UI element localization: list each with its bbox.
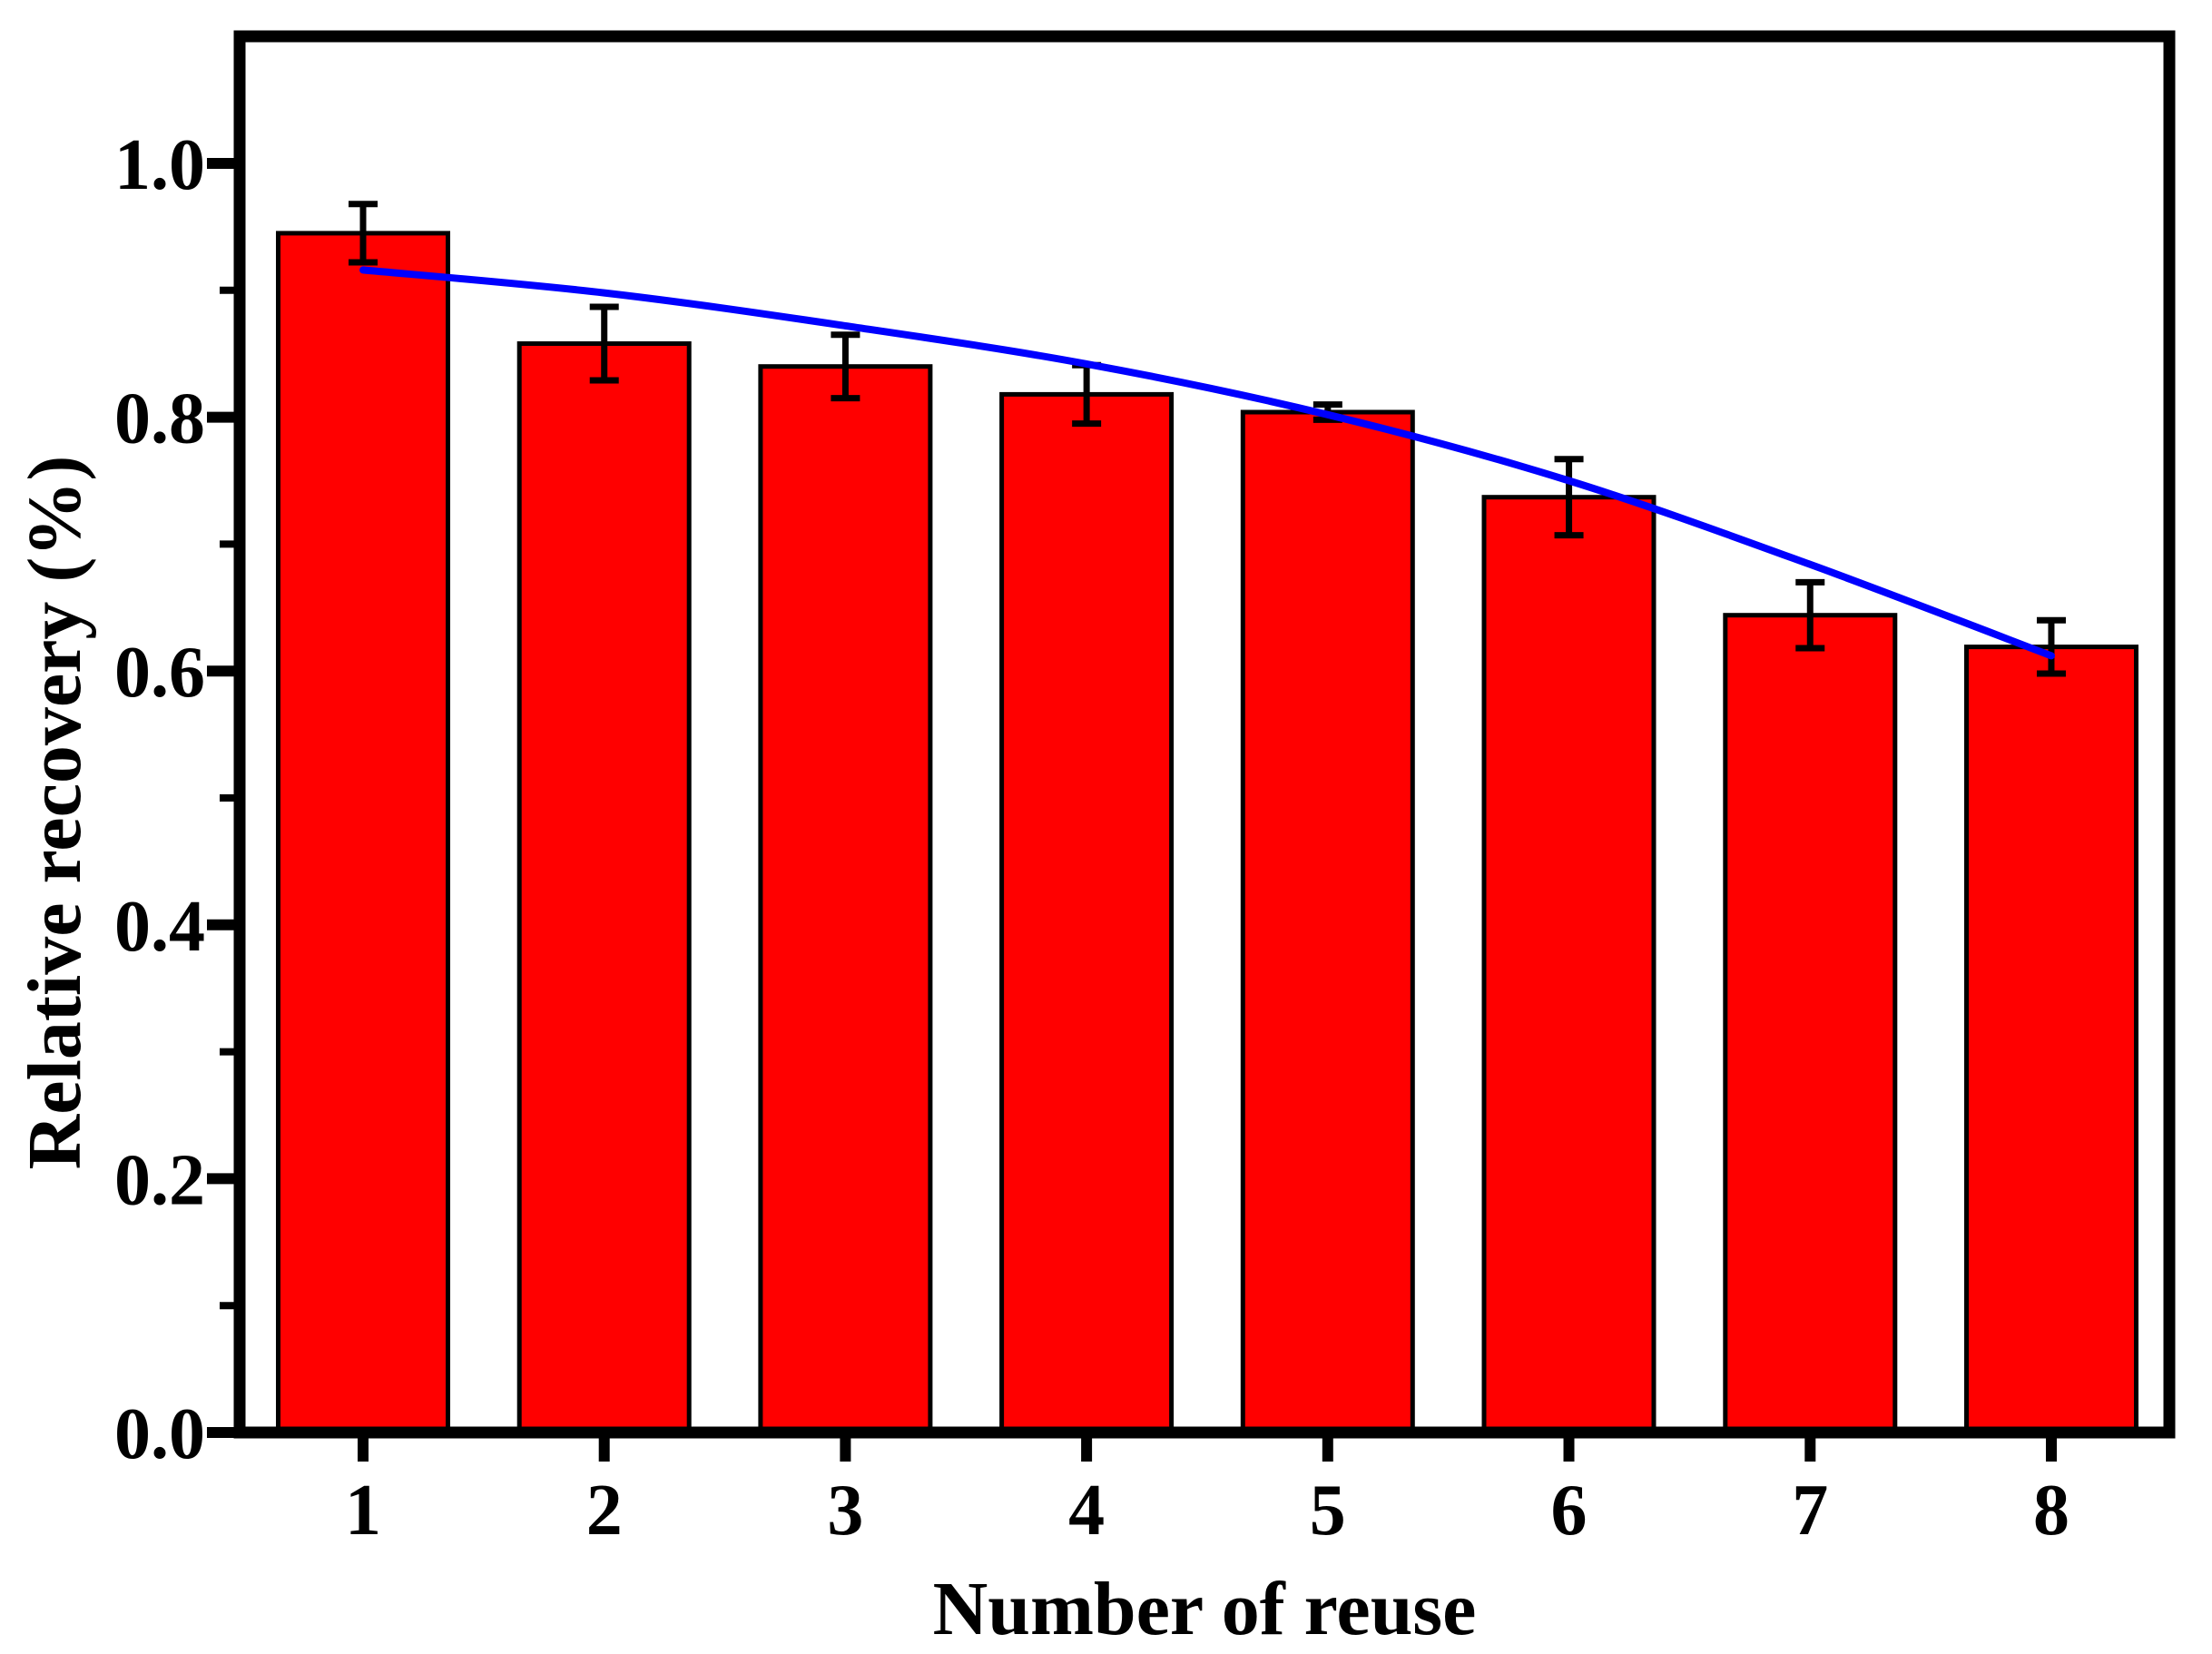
x-tick-label: 4 bbox=[1068, 1471, 1105, 1551]
error-bar bbox=[1795, 578, 1825, 652]
error-bar bbox=[349, 201, 378, 266]
x-tick-label: 6 bbox=[1551, 1471, 1588, 1551]
bar bbox=[999, 391, 1175, 1435]
error-bar bbox=[831, 331, 860, 402]
error-bar bbox=[589, 303, 619, 384]
x-axis-title: Number of reuse bbox=[933, 1567, 1477, 1651]
x-tick-label: 7 bbox=[1792, 1471, 1828, 1551]
plot-frame bbox=[233, 30, 2176, 1439]
y-tick-label: 0.4 bbox=[114, 887, 205, 967]
bars-group bbox=[276, 231, 2138, 1435]
bar bbox=[1240, 409, 1415, 1435]
bar bbox=[1964, 645, 2138, 1435]
tick-labels-group: 0.0 0.2 0.4 0.6 0.8 1.0 1 2 3 4 5 6 7 8 bbox=[114, 125, 2069, 1551]
x-tick-label: 5 bbox=[1310, 1471, 1346, 1551]
y-tick-label: 1.0 bbox=[114, 125, 205, 205]
y-tick-label: 0.6 bbox=[114, 633, 205, 713]
y-axis-title: Relative recovery (%) bbox=[13, 456, 97, 1170]
bar bbox=[516, 341, 692, 1435]
x-tick-label: 8 bbox=[2033, 1471, 2069, 1551]
x-tick-label: 1 bbox=[345, 1471, 381, 1551]
bar bbox=[758, 364, 933, 1435]
y-tick-label: 0.2 bbox=[114, 1140, 205, 1220]
bar bbox=[1481, 495, 1657, 1435]
bar bbox=[276, 231, 450, 1435]
x-tick-label: 2 bbox=[586, 1471, 623, 1551]
error-bar bbox=[2036, 616, 2066, 677]
x-tick-label: 3 bbox=[827, 1471, 863, 1551]
bar bbox=[1723, 613, 1898, 1435]
error-bar bbox=[1554, 456, 1584, 539]
trend-line bbox=[359, 266, 2055, 660]
y-tick-label: 0.8 bbox=[114, 379, 205, 459]
y-tick-label: 0.0 bbox=[114, 1394, 205, 1474]
ticks-group bbox=[207, 158, 2057, 1462]
